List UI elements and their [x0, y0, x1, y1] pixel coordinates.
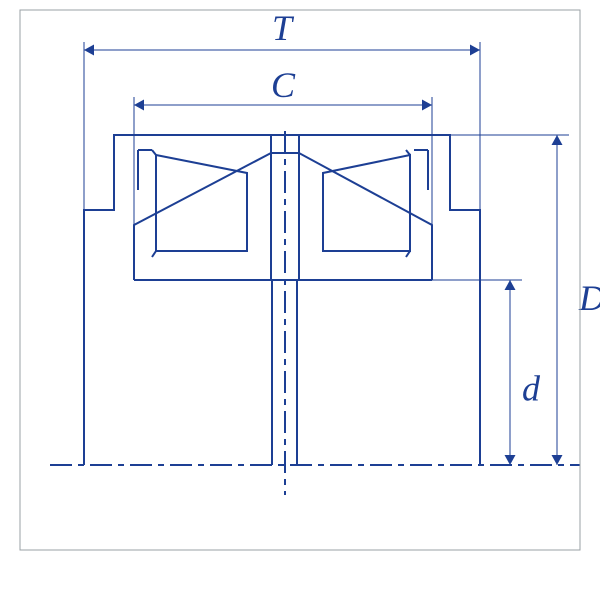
dim-label-D: D [578, 278, 600, 318]
dim-label-d: d [522, 369, 541, 409]
roller [156, 155, 247, 251]
roller [323, 155, 410, 251]
dim-label-C: C [271, 65, 296, 105]
dim-label-T: T [272, 8, 295, 48]
outer-ring-outline [84, 135, 480, 465]
bearing-diagram: TC Dd [0, 0, 600, 600]
